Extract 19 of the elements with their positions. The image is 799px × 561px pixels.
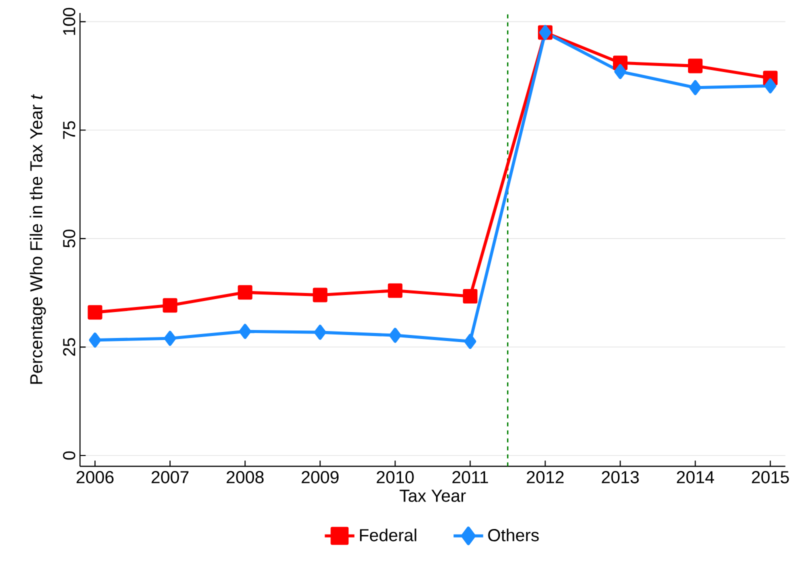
y-tick-label: 100	[63, 8, 76, 35]
y-tick-label: 25	[63, 338, 76, 356]
x-axis-title: Tax Year	[400, 490, 466, 502]
x-tick-label: 2013	[602, 471, 639, 484]
legend-label: Others	[488, 528, 539, 542]
y-tick-label: 50	[63, 230, 76, 248]
y-axis-title: Percentage Who File in the Tax Year t	[30, 94, 46, 384]
x-tick-label: 2010	[376, 471, 414, 484]
y-tick-label: 75	[63, 121, 76, 139]
x-tick-label: 2014	[676, 471, 714, 484]
x-tick-label: 2007	[152, 471, 188, 484]
x-tick-label: 2015	[752, 471, 789, 484]
y-tick-label: 0	[63, 451, 76, 460]
x-tick-label: 2006	[76, 471, 114, 484]
x-tick-label: 2008	[226, 471, 264, 484]
x-tick-label: 2009	[302, 471, 339, 484]
x-tick-label: 2011	[452, 471, 488, 484]
legend-label: Federal	[360, 528, 416, 542]
x-tick-label: 2012	[526, 471, 564, 484]
